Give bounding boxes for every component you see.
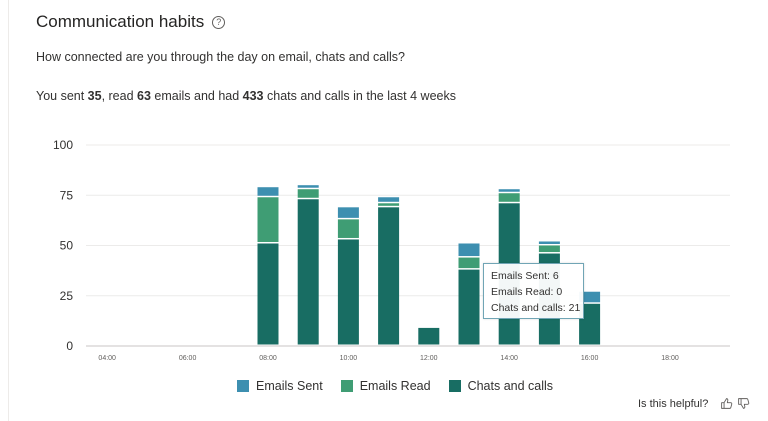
help-icon[interactable]: ?	[212, 15, 226, 29]
legend-label-chats: Chats and calls	[467, 379, 554, 393]
legend-label-read: Emails Read	[359, 379, 431, 393]
y-axis-ticks: 0 25 50 75 100	[53, 138, 73, 353]
bar-emails-sent-1600[interactable]	[579, 291, 601, 303]
bar-emails-read-1000[interactable]	[337, 219, 359, 238]
bar-chats-and-calls-1300[interactable]	[458, 269, 480, 345]
legend-item-chats-calls[interactable]: Chats and calls	[448, 379, 554, 393]
summary-text: You sent 35, read 63 emails and had 433 …	[36, 89, 456, 103]
tooltip-sent: Emails Sent: 6	[491, 270, 559, 282]
bar-emails-sent-0900[interactable]	[297, 185, 319, 188]
bar-emails-sent-1100[interactable]	[378, 197, 400, 202]
y-tick-label: 25	[60, 289, 74, 303]
x-tick-label: 16:00	[581, 355, 599, 362]
bar-emails-sent-1000[interactable]	[337, 207, 359, 218]
x-tick-label: 18:00	[661, 355, 679, 362]
thumbs-down-icon[interactable]	[737, 397, 750, 410]
bar-emails-read-0900[interactable]	[297, 189, 319, 198]
chart-legend: Emails Sent Emails Read Chats and calls	[237, 379, 571, 393]
bar-emails-read-1500[interactable]	[538, 245, 560, 253]
x-tick-label: 04:00	[98, 355, 116, 362]
bar-chats-and-calls-1600[interactable]	[579, 303, 601, 345]
legend-label-sent: Emails Sent	[256, 379, 323, 393]
x-axis-ticks: 04:00 06:00 08:00 10:00 12:00 14:00 16:00 18:00	[98, 355, 678, 362]
bar-chats-and-calls-1100[interactable]	[378, 207, 400, 345]
tooltip-read: Emails Read: 0	[491, 286, 563, 298]
emails-read-count: 63	[137, 89, 151, 103]
y-tick-label: 50	[60, 239, 74, 253]
bar-chats-and-calls-0800[interactable]	[257, 243, 279, 345]
card-header: Communication habits ?	[36, 12, 226, 32]
y-tick-label: 0	[66, 339, 73, 353]
x-tick-label: 12:00	[420, 355, 438, 362]
bar-chats-and-calls-0900[interactable]	[297, 199, 319, 345]
bar-emails-read-1300[interactable]	[458, 257, 480, 269]
grid-lines	[86, 144, 730, 347]
summary-mid1: , read	[101, 89, 138, 103]
summary-prefix: You sent	[36, 89, 88, 103]
bar-emails-sent-1500[interactable]	[538, 241, 560, 244]
bar-emails-read-0800[interactable]	[257, 197, 279, 242]
x-tick-label: 14:00	[500, 355, 518, 362]
x-tick-label: 10:00	[340, 355, 358, 362]
legend-swatch-sent	[237, 380, 249, 392]
legend-swatch-chats	[448, 380, 461, 392]
legend-item-emails-sent[interactable]: Emails Sent	[237, 379, 323, 393]
bar-emails-read-1100[interactable]	[378, 203, 400, 206]
feedback-question: Is this helpful?	[638, 397, 709, 410]
summary-suffix: chats and calls in the last 4 weeks	[263, 89, 456, 103]
bar-emails-sent-1300[interactable]	[458, 243, 480, 257]
y-tick-label: 75	[60, 188, 74, 202]
bar-emails-read-1400[interactable]	[498, 193, 520, 202]
legend-item-emails-read[interactable]: Emails Read	[340, 379, 431, 393]
title-row: Communication habits ?	[36, 12, 226, 32]
y-tick-label: 100	[53, 138, 73, 152]
legend-swatch-read	[340, 380, 353, 392]
bar-emails-sent-1400[interactable]	[498, 189, 520, 192]
chats-count: 433	[242, 89, 264, 103]
card-subtitle: How connected are you through the day on…	[36, 50, 405, 64]
left-divider	[0, 0, 9, 421]
thumbs-up-icon[interactable]	[720, 397, 733, 410]
x-tick-label: 08:00	[259, 355, 277, 362]
card-title: Communication habits	[36, 12, 205, 31]
feedback-prompt: Is this helpful?	[638, 397, 750, 410]
tooltip-chats: Chats and calls: 21	[491, 302, 581, 314]
emails-sent-count: 35	[87, 89, 102, 103]
bar-chats-and-calls-1200[interactable]	[418, 327, 440, 345]
bar-chats-and-calls-1000[interactable]	[337, 239, 359, 345]
chart-tooltip: Emails Sent: 6 Emails Read: 0 Chats and …	[483, 263, 584, 319]
bar-emails-sent-0800[interactable]	[257, 187, 279, 196]
summary-mid2: emails and had	[150, 89, 243, 103]
x-tick-label: 06:00	[179, 355, 197, 362]
